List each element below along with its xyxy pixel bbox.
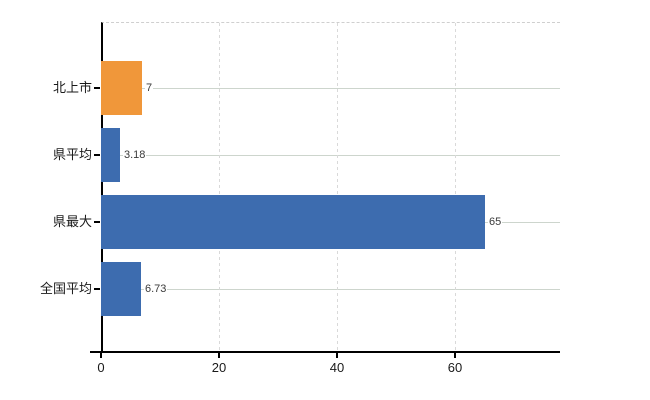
x-axis-tick (100, 353, 102, 358)
x-axis-left-extension (90, 351, 101, 353)
category-label: 北上市 (52, 80, 92, 95)
x-tick-label: 20 (211, 360, 227, 375)
x-axis-tick (454, 353, 456, 358)
bar (101, 262, 141, 316)
x-tick-label: 0 (97, 360, 105, 375)
plot-area (101, 22, 560, 353)
value-label: 65 (488, 215, 503, 229)
x-axis-tick (336, 353, 338, 358)
value-label: 7 (145, 81, 154, 95)
v-gridline (455, 23, 456, 353)
x-axis-tick (218, 353, 220, 358)
v-gridline (219, 23, 220, 353)
x-tick-label: 40 (329, 360, 345, 375)
value-label: 3.18 (123, 148, 147, 162)
bar (101, 195, 485, 249)
category-label: 全国平均 (39, 281, 92, 296)
category-label: 県平均 (52, 147, 92, 162)
bar (101, 61, 142, 115)
y-axis-tick (94, 87, 100, 89)
category-label: 県最大 (52, 214, 92, 229)
x-tick-label: 60 (447, 360, 463, 375)
v-gridline (337, 23, 338, 353)
h-gridline (101, 88, 560, 89)
y-axis-tick (94, 154, 100, 156)
value-label: 6.73 (144, 282, 168, 296)
y-axis-tick (94, 221, 100, 223)
h-gridline (101, 155, 560, 156)
y-axis-tick (94, 288, 100, 290)
bar (101, 128, 120, 182)
h-gridline (101, 289, 560, 290)
